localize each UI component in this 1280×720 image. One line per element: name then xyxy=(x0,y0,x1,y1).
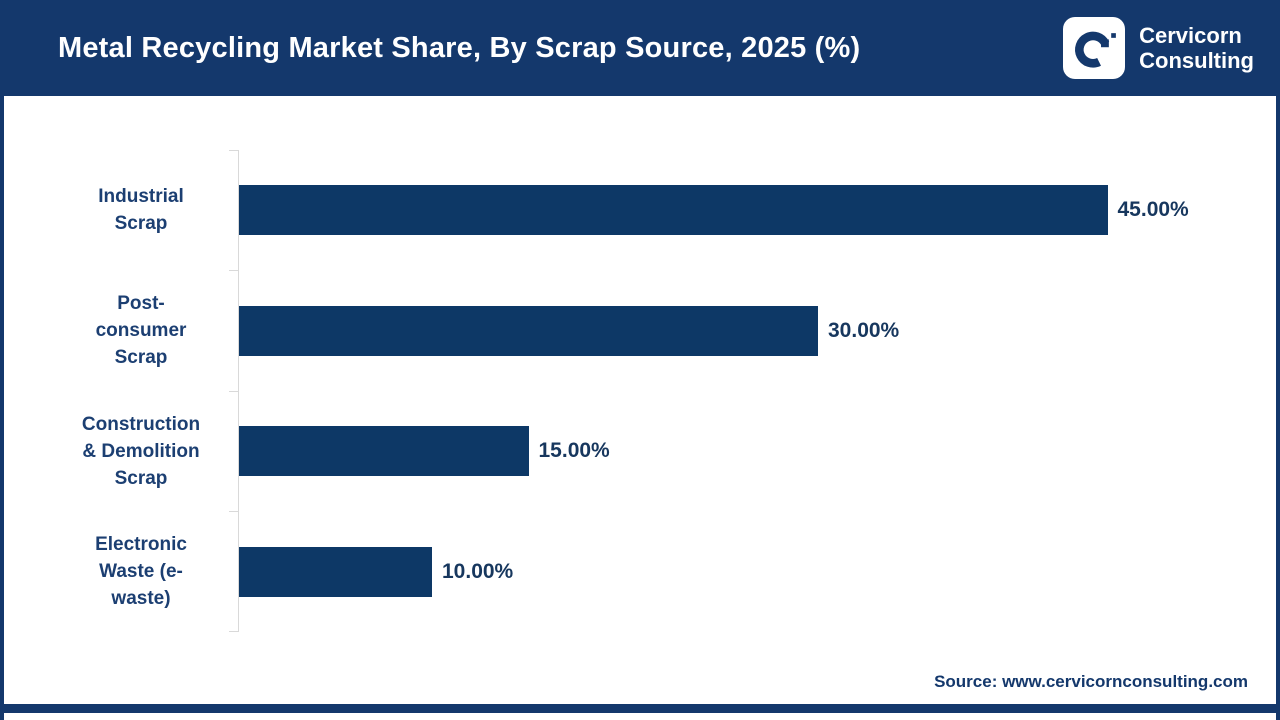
chart-row: Post- consumer Scrap 30.00% xyxy=(66,271,1206,392)
chart-row: Electronic Waste (e- waste) 10.00% xyxy=(66,512,1206,633)
axis-tick xyxy=(229,391,238,392)
bar-track: 10.00% xyxy=(239,512,1204,633)
y-axis-line xyxy=(229,150,239,632)
value-label: 15.00% xyxy=(538,439,610,462)
brand-name-line2: Consulting xyxy=(1139,48,1254,73)
category-label-electronic-waste: Electronic Waste (e- waste) xyxy=(95,534,187,610)
chart-row: Industrial Scrap 45.00% xyxy=(66,150,1206,271)
bar-track: 15.00% xyxy=(239,391,1204,512)
axis-tick xyxy=(229,150,238,151)
logo-c-glyph xyxy=(1075,31,1116,68)
brand-name-line1: Cervicorn xyxy=(1139,22,1242,48)
category-label-construction-demolition-scrap: Construction & Demolition Scrap xyxy=(81,413,201,489)
value-label: 45.00% xyxy=(1117,198,1189,221)
bar-post-consumer-scrap: 30.00% xyxy=(239,305,899,356)
category-label-industrial-scrap: Industrial Scrap xyxy=(98,186,184,235)
source-attribution: Source: www.cervicornconsulting.com xyxy=(934,672,1248,691)
bar-electronic-waste: 10.00% xyxy=(239,546,513,597)
bottom-border-bar xyxy=(4,704,1276,713)
axis-tick xyxy=(229,631,238,632)
bar-chart: Industrial Scrap 45.00% Post- consumer S… xyxy=(66,150,1206,632)
cervicorn-logo-icon xyxy=(1063,17,1126,79)
bar-track: 30.00% xyxy=(239,271,1204,392)
chart-title: Metal Recycling Market Share, By Scrap S… xyxy=(58,31,861,64)
category-label-post-consumer-scrap: Post- consumer Scrap xyxy=(95,293,187,369)
axis-tick xyxy=(229,511,238,512)
brand-logo: Cervicorn Consulting xyxy=(1063,17,1254,79)
bar-industrial-scrap: 45.00% xyxy=(239,185,1189,235)
chart-row: Construction & Demolition Scrap 15.00% xyxy=(66,391,1206,512)
bar-track: 45.00% xyxy=(239,150,1204,271)
axis-tick xyxy=(229,270,238,271)
header-bar: Metal Recycling Market Share, By Scrap S… xyxy=(4,0,1276,96)
brand-name: Cervicorn Consulting xyxy=(1139,23,1254,74)
value-label: 30.00% xyxy=(828,318,900,342)
value-label: 10.00% xyxy=(442,559,514,583)
bar-construction-demolition-scrap: 15.00% xyxy=(239,426,610,476)
